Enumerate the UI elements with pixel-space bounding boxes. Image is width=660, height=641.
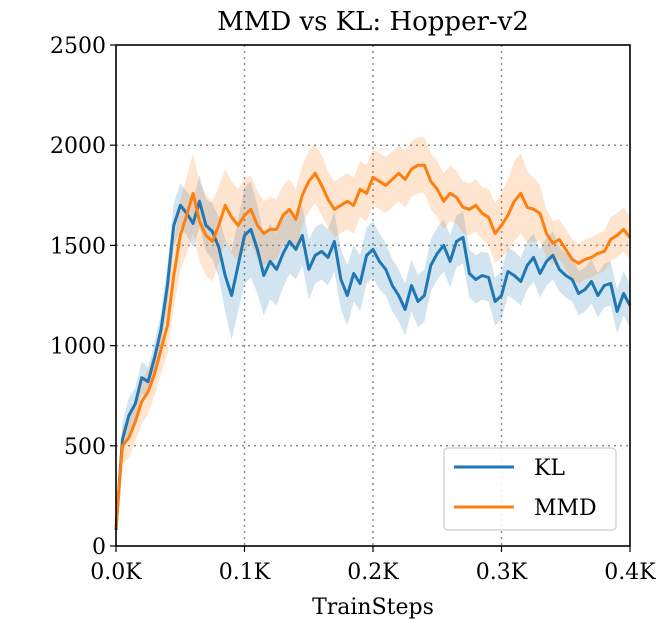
y-tick-label: 2000	[50, 134, 106, 159]
tick-labels: 0.0K 0.1K 0.2K 0.3K 0.4K 0 500 1000 1500 2000 2500	[50, 34, 656, 585]
band-kl	[116, 175, 630, 535]
grid	[116, 45, 630, 546]
x-tick-label: 0.0K	[90, 560, 142, 585]
legend-label-mmd: MMD	[534, 496, 597, 521]
x-axis-label: TrainSteps	[312, 595, 434, 620]
y-tick-label: 1500	[50, 234, 106, 259]
x-tick-label: 0.2K	[347, 560, 399, 585]
legend-items: KL MMD	[454, 456, 597, 521]
line-kl	[114, 199, 632, 531]
legend-label-kl: KL	[534, 456, 565, 481]
ticks	[110, 44, 631, 552]
y-tick-label: 0	[92, 535, 106, 560]
x-tick-label: 0.4K	[604, 560, 656, 585]
chart-title: MMD vs KL: Hopper-v2	[217, 7, 529, 37]
y-tick-label: 500	[64, 435, 106, 460]
legend: KL MMD	[443, 447, 617, 531]
y-tick-label: 1000	[50, 335, 106, 360]
x-tick-label: 0.3K	[476, 560, 528, 585]
series-lines	[114, 163, 632, 531]
line-mmd	[114, 163, 632, 529]
x-tick-label: 0.1K	[219, 560, 271, 585]
y-tick-label: 2500	[50, 34, 106, 59]
